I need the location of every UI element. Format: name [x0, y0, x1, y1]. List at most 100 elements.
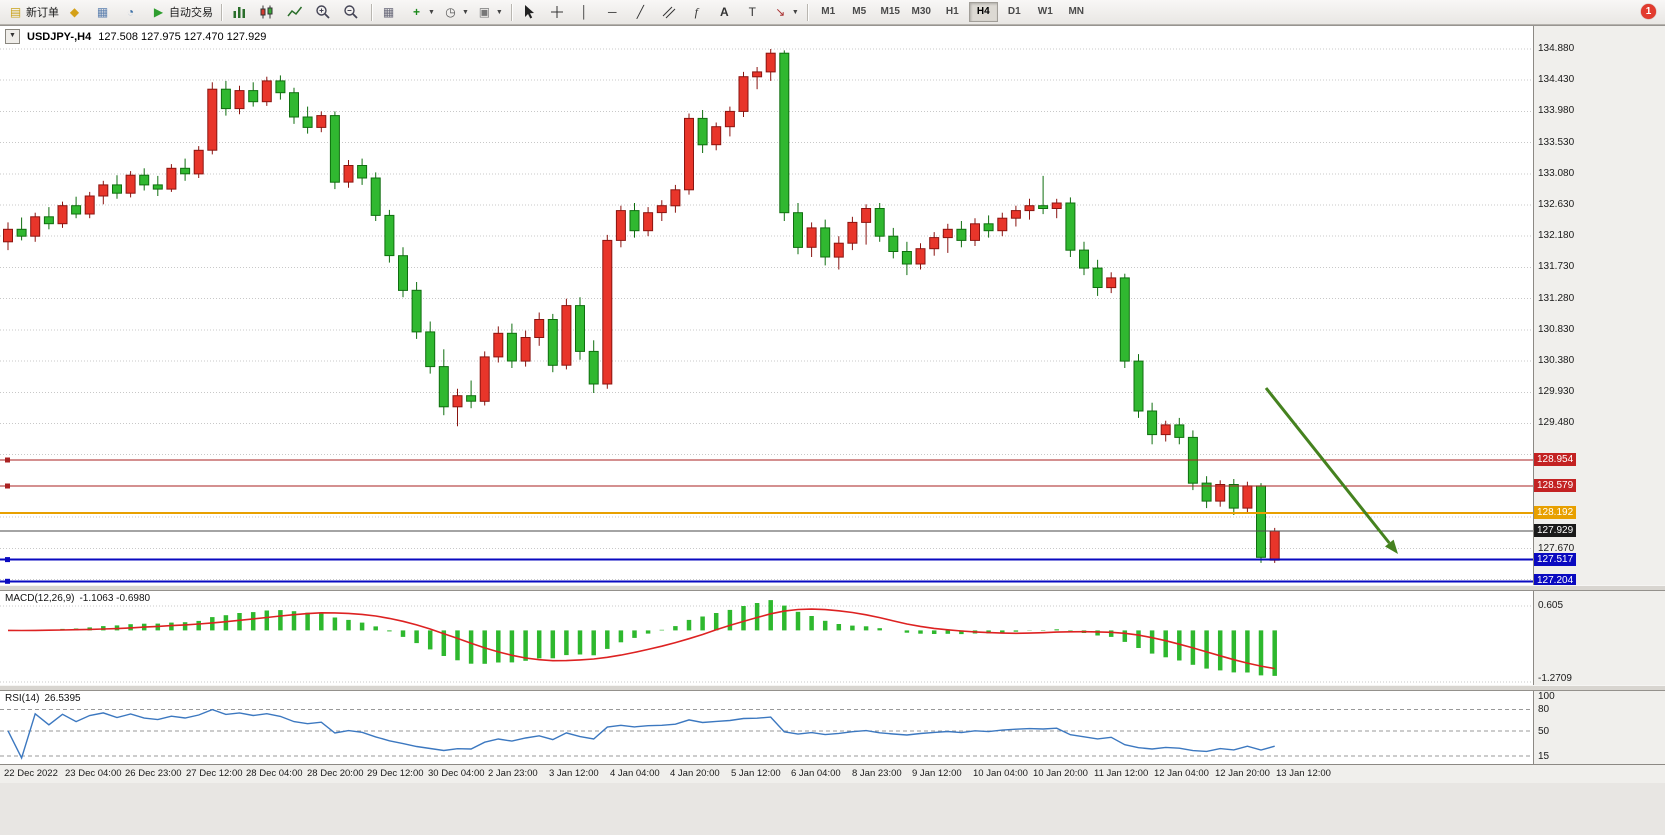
- zoom-in-button[interactable]: [311, 1, 339, 23]
- pane-splitter[interactable]: [0, 585, 1665, 591]
- rsi-axis-label: 50: [1538, 726, 1550, 737]
- timeframe-h4[interactable]: H4: [968, 2, 998, 22]
- new-order-button[interactable]: ▤ 新订单: [4, 1, 63, 23]
- auto-trading-button[interactable]: ▶ 自动交易: [147, 1, 217, 23]
- indicators-icon: +: [412, 5, 420, 19]
- rsi-axis[interactable]: 100 80 50 15: [1533, 691, 1665, 764]
- timeframe-group: M1 M5 M15 M30 H1 H4 D1 W1 MN: [813, 0, 1092, 24]
- indicators-button[interactable]: + ▼: [405, 1, 439, 23]
- clock-icon: ◷: [445, 5, 456, 19]
- channel-button[interactable]: [657, 1, 685, 23]
- time-axis-label: 2 Jan 23:00: [488, 768, 538, 779]
- macd-label: MACD(12,26,9) -1.1063 -0.6980: [5, 593, 151, 604]
- macd-axis-label: 0.605: [1538, 600, 1564, 611]
- notification-badge[interactable]: 1: [1641, 4, 1656, 19]
- chart-window: ▼ USDJPY-,H4 127.508 127.975 127.470 127…: [0, 25, 1665, 783]
- macd-panel[interactable]: MACD(12,26,9) -1.1063 -0.6980: [0, 591, 1533, 685]
- templates-button[interactable]: ▣ ▼: [473, 1, 507, 23]
- candlestick-chart[interactable]: [0, 26, 1533, 585]
- macd-chart[interactable]: [0, 591, 1533, 685]
- cursor-icon: [521, 4, 537, 20]
- zoom-out-button[interactable]: [339, 1, 367, 23]
- text-button[interactable]: A: [713, 1, 741, 23]
- timeframe-m15[interactable]: M15: [880, 6, 900, 17]
- fibonacci-button[interactable]: f: [685, 1, 713, 23]
- charts-button[interactable]: ▦: [91, 1, 119, 23]
- rsi-panel[interactable]: RSI(14) 26.5395: [0, 691, 1533, 764]
- label-button[interactable]: T: [741, 1, 769, 23]
- chevron-down-icon: ▼: [495, 8, 503, 16]
- time-axis-label: 4 Jan 04:00: [610, 768, 660, 779]
- bar-chart-button[interactable]: [227, 1, 255, 23]
- fibonacci-icon: f: [694, 5, 698, 19]
- chevron-down-icon: ▼: [428, 8, 435, 16]
- market-watch-button[interactable]: ◔: [119, 1, 147, 23]
- rsi-axis-label: 15: [1538, 751, 1550, 762]
- toolbar-tools: ▤ 新订单 ◆ ▦ ◔ ▶ 自动交易 ▦ + ▼ ◷ ▼ ▣ ▼ │ ─ ╱ f A T ↘ ▼: [4, 0, 813, 24]
- text-icon: A: [719, 5, 729, 19]
- horizontal-line-icon: ─: [608, 5, 617, 19]
- chart-menu-button[interactable]: ▼: [5, 29, 20, 44]
- time-axis-label: 4 Jan 20:00: [670, 768, 720, 779]
- trendline-button[interactable]: ╱: [629, 1, 657, 23]
- horizontal-line-button[interactable]: ─: [601, 1, 629, 23]
- line-chart-icon: [287, 4, 303, 20]
- timeframe-h1[interactable]: H1: [945, 6, 959, 17]
- profiles-button[interactable]: ◆: [63, 1, 91, 23]
- timeframe-m30[interactable]: M30: [911, 6, 931, 17]
- chart-title-bar: ▼ USDJPY-,H4 127.508 127.975 127.470 127…: [5, 29, 266, 44]
- price-axis-label: 132.630: [1538, 199, 1575, 210]
- vertical-line-button[interactable]: │: [573, 1, 601, 23]
- chevron-down-icon: ▼: [791, 8, 799, 16]
- crosshair-icon: [549, 4, 565, 20]
- timeframe-w1[interactable]: W1: [1037, 6, 1053, 17]
- price-axis-label: 133.530: [1538, 137, 1575, 148]
- new-order-button-label: 新订单: [26, 7, 59, 19]
- chart-ohlc: 127.508 127.975 127.470 127.929: [98, 30, 267, 43]
- time-axis-label: 10 Jan 04:00: [973, 768, 1028, 779]
- time-axis-label: 5 Jan 12:00: [731, 768, 781, 779]
- pane-splitter[interactable]: [0, 685, 1665, 691]
- time-axis-label: 3 Jan 12:00: [549, 768, 599, 779]
- time-axis-label: 12 Jan 04:00: [1154, 768, 1209, 779]
- timeframe-d1[interactable]: D1: [1007, 6, 1021, 17]
- macd-axis[interactable]: 0.605 -1.2709: [1533, 591, 1665, 685]
- toolbar-separator: [371, 3, 373, 21]
- rsi-chart[interactable]: [0, 691, 1533, 764]
- price-axis-label: 127.670: [1538, 543, 1575, 554]
- time-axis[interactable]: 22 Dec 2022 23 Dec 04:00 26 Dec 23:00 27 De…: [0, 764, 1665, 783]
- time-axis-label: 29 Dec 12:00: [367, 768, 424, 779]
- time-axis-label: 27 Dec 12:00: [186, 768, 243, 779]
- timeframe-mn[interactable]: MN: [1068, 6, 1085, 17]
- vertical-line-icon: │: [580, 5, 589, 19]
- toolbar: ▤ 新订单 ◆ ▦ ◔ ▶ 自动交易 ▦ + ▼ ◷ ▼ ▣ ▼ │ ─ ╱ f A T ↘ ▼ M1 M5 M15 M30 H1…: [0, 0, 1665, 25]
- periods-button[interactable]: ◷ ▼: [439, 1, 473, 23]
- new-order-icon: ▤: [9, 5, 22, 19]
- bar-chart-icon: [231, 4, 247, 20]
- main-chart-area[interactable]: ▼ USDJPY-,H4 127.508 127.975 127.470 127…: [0, 26, 1533, 585]
- candlestick-chart-button[interactable]: [255, 1, 283, 23]
- timeframe-m5[interactable]: M5: [852, 6, 867, 17]
- price-tag: 128.192: [1534, 506, 1577, 519]
- cursor-button[interactable]: [517, 1, 545, 23]
- price-axis-label: 131.280: [1538, 293, 1575, 304]
- price-axis[interactable]: 134.880 134.430 133.980 133.530 133.080 132.6…: [1533, 26, 1665, 585]
- crosshair-button[interactable]: [545, 1, 573, 23]
- rsi-label: RSI(14) 26.5395: [5, 693, 81, 704]
- time-axis-label: 30 Dec 04:00: [428, 768, 485, 779]
- time-axis-label: 9 Jan 12:00: [912, 768, 962, 779]
- timeframe-m1[interactable]: M1: [821, 6, 836, 17]
- market-watch-icon: ◔: [126, 5, 135, 19]
- price-axis-label: 130.380: [1538, 355, 1575, 366]
- time-axis-label: 11 Jan 12:00: [1094, 768, 1149, 779]
- line-chart-button[interactable]: [283, 1, 311, 23]
- time-axis-label: 28 Dec 20:00: [307, 768, 364, 779]
- arrows-icon: ↘: [775, 5, 786, 19]
- arrows-button[interactable]: ↘ ▼: [769, 1, 803, 23]
- profiles-icon: ◆: [69, 5, 80, 19]
- time-axis-label: 8 Jan 23:00: [852, 768, 902, 779]
- chevron-down-icon: ▼: [461, 8, 469, 16]
- tile-windows-button[interactable]: ▦: [377, 1, 405, 23]
- time-axis-label: 12 Jan 20:00: [1215, 768, 1270, 779]
- time-axis-label: 23 Dec 04:00: [65, 768, 122, 779]
